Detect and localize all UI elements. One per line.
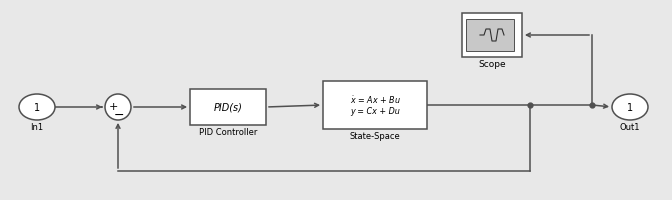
Text: PID Controller: PID Controller: [199, 128, 257, 137]
Bar: [462, 14, 522, 58]
Text: 1: 1: [34, 102, 40, 112]
Bar: [323, 82, 427, 129]
Ellipse shape: [19, 95, 55, 120]
Circle shape: [105, 95, 131, 120]
Text: $\dot{x}$ = Ax + Bu: $\dot{x}$ = Ax + Bu: [349, 94, 401, 105]
Bar: [466, 20, 514, 52]
Bar: [190, 90, 266, 125]
Text: Scope: Scope: [478, 60, 506, 69]
Text: y = Cx + Du: y = Cx + Du: [350, 107, 400, 116]
Text: −: −: [114, 108, 124, 121]
Text: Out1: Out1: [620, 122, 640, 131]
Text: +: +: [108, 101, 118, 111]
Text: State-Space: State-Space: [349, 132, 401, 141]
Text: PID(s): PID(s): [214, 102, 243, 112]
Ellipse shape: [612, 95, 648, 120]
Text: 1: 1: [627, 102, 633, 112]
Text: In1: In1: [30, 122, 44, 131]
